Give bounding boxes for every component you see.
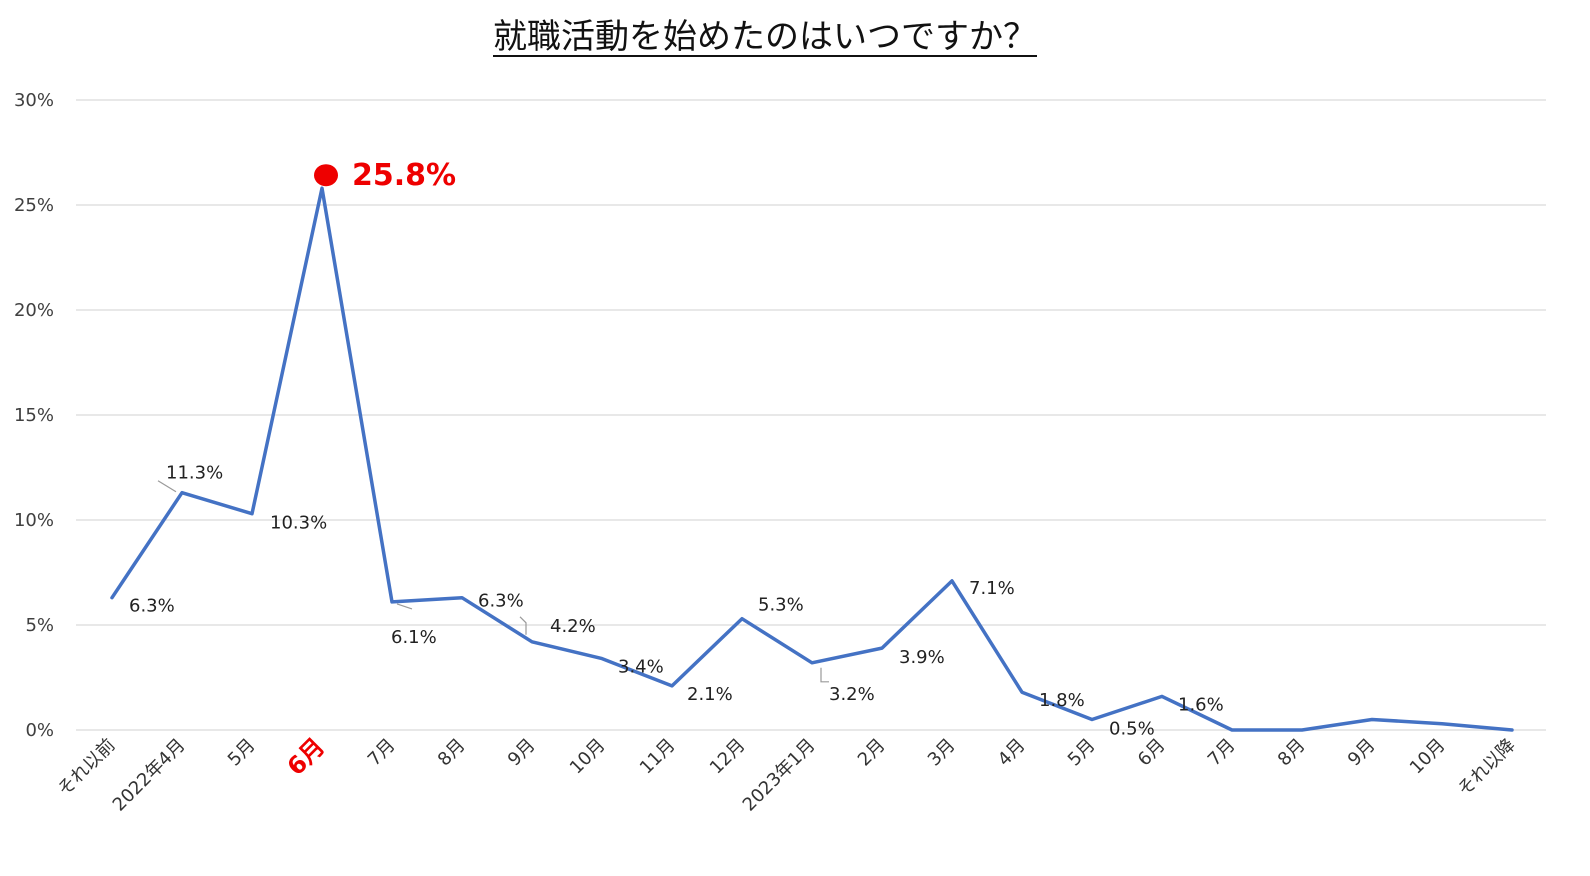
data-label: 7.1% — [969, 578, 1015, 599]
series-line — [110, 186, 1514, 732]
series-line-group — [110, 164, 1514, 732]
x-tick-label: 7月 — [1204, 735, 1240, 771]
data-label: 3.9% — [899, 647, 945, 668]
data-label: 11.3% — [166, 463, 223, 484]
y-tick-label: 5% — [25, 615, 54, 636]
chart-title: 就職活動を始めたのはいつですか？ — [493, 17, 1037, 57]
x-tick-label: 4月 — [994, 735, 1030, 771]
data-label: 3.4% — [618, 657, 664, 678]
data-label: 1.6% — [1178, 694, 1224, 715]
x-tick-label: それ以降 — [1454, 735, 1520, 801]
data-label-highlight: 25.8% — [352, 158, 456, 193]
x-tick-label: 9月 — [504, 735, 540, 771]
y-axis: 0% 5% 10% 15% 20% 25% 30% — [14, 90, 54, 741]
data-label: 6.3% — [478, 591, 524, 612]
x-tick-label: 7月 — [364, 735, 400, 771]
x-tick-label: 11月 — [636, 735, 680, 779]
data-label-leader — [519, 616, 527, 635]
x-tick-label: 9月 — [1344, 735, 1380, 771]
x-tick-label: 2月 — [854, 735, 890, 771]
x-tick-label: 2023年1月 — [739, 735, 820, 816]
data-label: 10.3% — [270, 513, 327, 534]
data-label-leader — [820, 667, 829, 683]
x-tick-label: 5月 — [224, 735, 260, 771]
x-tick-label-highlight: 6月 — [282, 732, 331, 781]
x-tick-label: 10月 — [566, 735, 610, 779]
y-tick-label: 20% — [14, 300, 54, 321]
highlight-marker — [314, 164, 338, 187]
chart-title-group: 就職活動を始めたのはいつですか？ — [493, 17, 1037, 57]
x-tick-label: 2022年4月 — [109, 735, 190, 816]
y-tick-label: 30% — [14, 90, 54, 111]
data-label: 2.1% — [687, 684, 733, 705]
data-label-leader — [396, 603, 413, 610]
y-tick-label: 0% — [25, 720, 54, 741]
data-labels: 6.3% 11.3% 10.3% 25.8% 6.1% 6.3% 4.2% 3.4% 2.1% 5… — [129, 158, 1224, 739]
data-label: 6.3% — [129, 596, 175, 617]
y-tick-label: 10% — [14, 510, 54, 531]
data-label: 1.8% — [1039, 690, 1085, 711]
data-label: 0.5% — [1109, 719, 1155, 740]
x-tick-label: 8月 — [1274, 735, 1310, 771]
y-tick-label: 25% — [14, 195, 54, 216]
x-tick-label: それ以前 — [54, 735, 120, 801]
y-tick-label: 15% — [14, 405, 54, 426]
data-label-leader — [157, 480, 177, 493]
data-label: 6.1% — [391, 627, 437, 648]
data-label: 4.2% — [550, 616, 596, 637]
x-tick-label: 8月 — [434, 735, 470, 771]
gridlines — [76, 99, 1546, 731]
x-tick-label: 5月 — [1064, 735, 1100, 771]
x-tick-label: 3月 — [924, 735, 960, 771]
data-label: 3.2% — [829, 684, 875, 705]
x-tick-label: 6月 — [1134, 735, 1170, 771]
x-tick-label: 12月 — [706, 735, 750, 779]
x-tick-label: 10月 — [1406, 735, 1450, 779]
data-label: 5.3% — [758, 595, 804, 616]
